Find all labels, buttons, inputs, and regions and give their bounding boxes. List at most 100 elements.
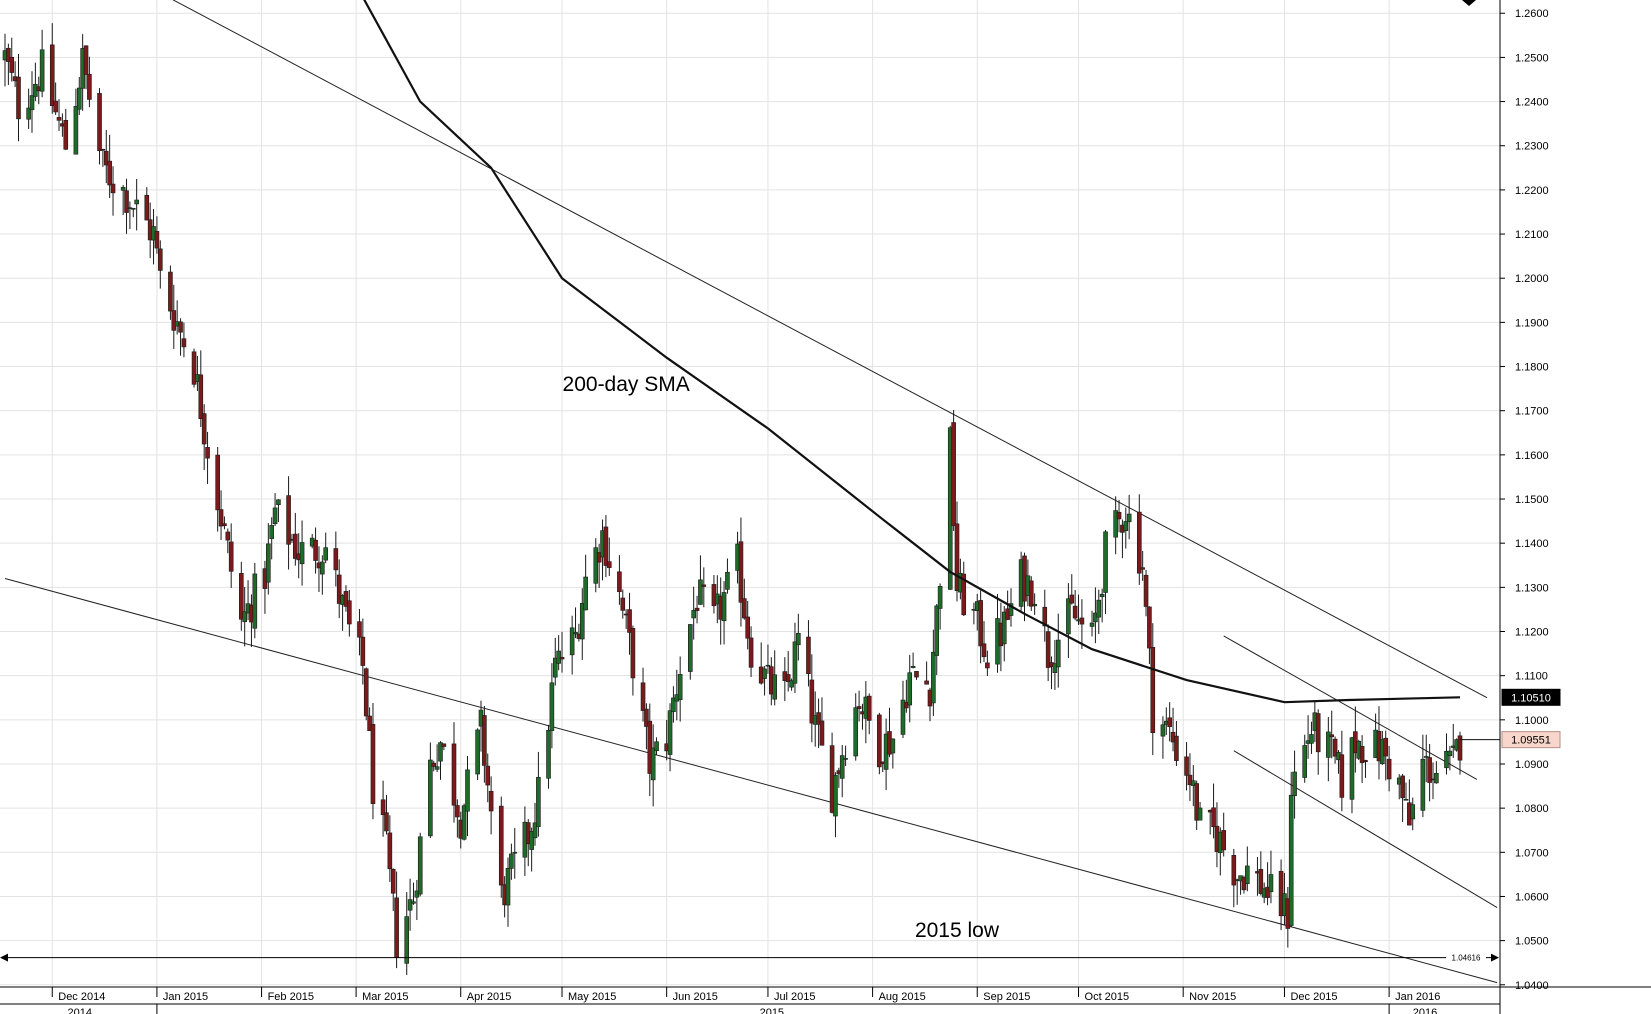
candle-body-down bbox=[630, 628, 636, 679]
candle-body-down bbox=[914, 671, 919, 678]
candle-body-up bbox=[1326, 731, 1331, 758]
candle-body-down bbox=[313, 539, 318, 561]
candle-body-up bbox=[276, 499, 281, 505]
candle-body-down bbox=[16, 76, 21, 120]
year-label: 2014 bbox=[68, 1007, 92, 1014]
candle-body-down bbox=[168, 271, 173, 312]
x-tick-label: Jul 2015 bbox=[774, 991, 816, 1003]
x-tick-label: Jan 2015 bbox=[163, 991, 208, 1003]
candle-body-down bbox=[239, 573, 244, 620]
candle-body-down bbox=[218, 509, 224, 527]
candle-body-down bbox=[205, 447, 210, 459]
candle-body-up bbox=[529, 831, 534, 850]
candle-body-up bbox=[1055, 639, 1061, 668]
candle-body-up bbox=[546, 730, 551, 779]
candle-body-up bbox=[1096, 599, 1102, 618]
candle-body-down bbox=[451, 743, 457, 806]
candle-body-down bbox=[985, 662, 990, 669]
candle-body-up bbox=[1103, 531, 1108, 593]
candle-body-down bbox=[1143, 574, 1149, 607]
candle-body-down bbox=[198, 374, 204, 420]
trendline-upper-resistance bbox=[172, 0, 1488, 699]
candle-body-up bbox=[843, 758, 848, 760]
candle-body-up bbox=[1447, 750, 1453, 757]
grid bbox=[0, 0, 1500, 987]
candle-body-up bbox=[1292, 771, 1297, 796]
candle-body-down bbox=[961, 573, 967, 616]
candle-body-down bbox=[1028, 580, 1034, 607]
trendline-channel-lower bbox=[1233, 750, 1498, 908]
candle-body-down bbox=[806, 636, 811, 675]
candle-body-down bbox=[56, 117, 62, 121]
sma-price-box bbox=[1501, 688, 1561, 706]
candle-body-down bbox=[748, 637, 754, 668]
candle-body-up bbox=[789, 680, 794, 688]
y-tick-label: 1.1300 bbox=[1515, 582, 1549, 594]
candle-body-down bbox=[6, 47, 11, 62]
candle-body-up bbox=[667, 710, 673, 755]
candle-body-down bbox=[97, 93, 102, 151]
y-tick-label: 1.0400 bbox=[1515, 980, 1549, 992]
candle-body-up bbox=[532, 822, 538, 839]
candle-body-up bbox=[1420, 758, 1426, 811]
candle-body-down bbox=[228, 541, 234, 572]
candle-body-down bbox=[924, 680, 929, 685]
candle-body-up bbox=[269, 525, 274, 539]
candle-body-down bbox=[1167, 717, 1172, 727]
candle-body-down bbox=[83, 45, 89, 75]
candle-body-up bbox=[134, 199, 139, 205]
y-tick-label: 1.1700 bbox=[1515, 406, 1549, 418]
candle-body-down bbox=[144, 194, 150, 221]
candle-body-up bbox=[512, 851, 518, 854]
x-tick-label: Aug 2015 bbox=[879, 991, 926, 1003]
candle-body-up bbox=[323, 547, 329, 561]
candle-body-down bbox=[1427, 757, 1432, 783]
candle-body-up bbox=[1288, 794, 1294, 926]
candle-body-down bbox=[1339, 754, 1345, 798]
candle-body-down bbox=[627, 609, 632, 633]
candle-body-down bbox=[49, 44, 55, 106]
candle-body-down bbox=[1136, 511, 1142, 574]
x-tick-label: Sep 2015 bbox=[983, 991, 1030, 1003]
candle-body-up bbox=[833, 774, 838, 817]
candle-body-down bbox=[1258, 869, 1264, 894]
sma-200-path bbox=[363, 0, 1461, 704]
trendline-lower-support bbox=[4, 578, 1498, 984]
candle-body-down bbox=[1184, 756, 1189, 776]
candle-body-up bbox=[1302, 745, 1308, 778]
scroll-indicator-icon bbox=[1462, 0, 1476, 6]
candle-body-up bbox=[536, 777, 541, 827]
y-tick-label: 1.1000 bbox=[1515, 715, 1549, 727]
candle-body-down bbox=[336, 574, 342, 604]
candle-body-up bbox=[1423, 756, 1429, 758]
candle-body-down bbox=[441, 743, 447, 747]
x-tick-label: Mar 2015 bbox=[362, 991, 408, 1003]
y-tick-label: 1.1600 bbox=[1515, 450, 1549, 462]
candle-body-up bbox=[461, 805, 467, 840]
candle-body-up bbox=[1349, 737, 1355, 800]
candle-body-down bbox=[603, 526, 609, 566]
candle-body-down bbox=[181, 338, 187, 348]
candle-body-down bbox=[360, 636, 366, 666]
x-tick-label: Feb 2015 bbox=[268, 991, 314, 1003]
candle-body-down bbox=[559, 656, 565, 660]
candle-body-up bbox=[438, 742, 443, 762]
last-price-label: 1.09551 bbox=[1511, 735, 1551, 747]
candle-body-up bbox=[130, 207, 136, 210]
candle-body-up bbox=[796, 632, 801, 646]
candle-body-up bbox=[1093, 612, 1098, 623]
candle-body-down bbox=[370, 724, 376, 804]
candle-body-up bbox=[549, 682, 555, 731]
candle-body-down bbox=[157, 248, 163, 271]
candle-body-down bbox=[485, 765, 491, 786]
candle-body-down bbox=[1194, 783, 1199, 821]
candle-body-down bbox=[367, 715, 372, 732]
candle-body-up bbox=[579, 603, 585, 640]
low-marker-arrow-right bbox=[1491, 953, 1499, 962]
x-tick-label: Nov 2015 bbox=[1189, 991, 1236, 1003]
candle-body-up bbox=[569, 627, 575, 656]
candle-body-up bbox=[931, 651, 936, 704]
low-marker-group: 1.04616 bbox=[0, 739, 1500, 963]
candle-body-down bbox=[286, 495, 291, 545]
candle-body-down bbox=[394, 897, 399, 958]
